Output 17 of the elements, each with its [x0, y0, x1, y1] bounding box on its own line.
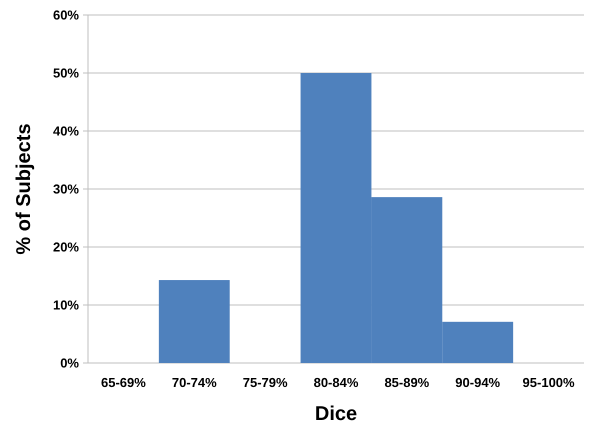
x-tick-label: 85-89%: [384, 375, 430, 390]
y-tick-label: 0%: [60, 356, 80, 371]
y-tick-label: 60%: [52, 8, 80, 23]
x-axis-title: Dice: [314, 403, 358, 425]
x-tick-label: 70-74%: [172, 375, 218, 390]
y-tick-label: 10%: [52, 298, 80, 313]
y-tick-label: 30%: [52, 182, 80, 197]
y-axis-title: % of Subjects: [13, 123, 35, 255]
bar: [158, 280, 230, 363]
y-tick-label: 40%: [52, 124, 80, 139]
x-tick-label: 75-79%: [242, 375, 288, 390]
y-tick-label: 50%: [52, 66, 80, 81]
x-tick-label: 90-94%: [455, 375, 501, 390]
x-tick-label: 95-100%: [522, 375, 576, 390]
x-tick-label: 80-84%: [314, 375, 359, 390]
y-tick-label: 20%: [52, 240, 80, 255]
x-tick-label: 65-69%: [101, 375, 146, 390]
